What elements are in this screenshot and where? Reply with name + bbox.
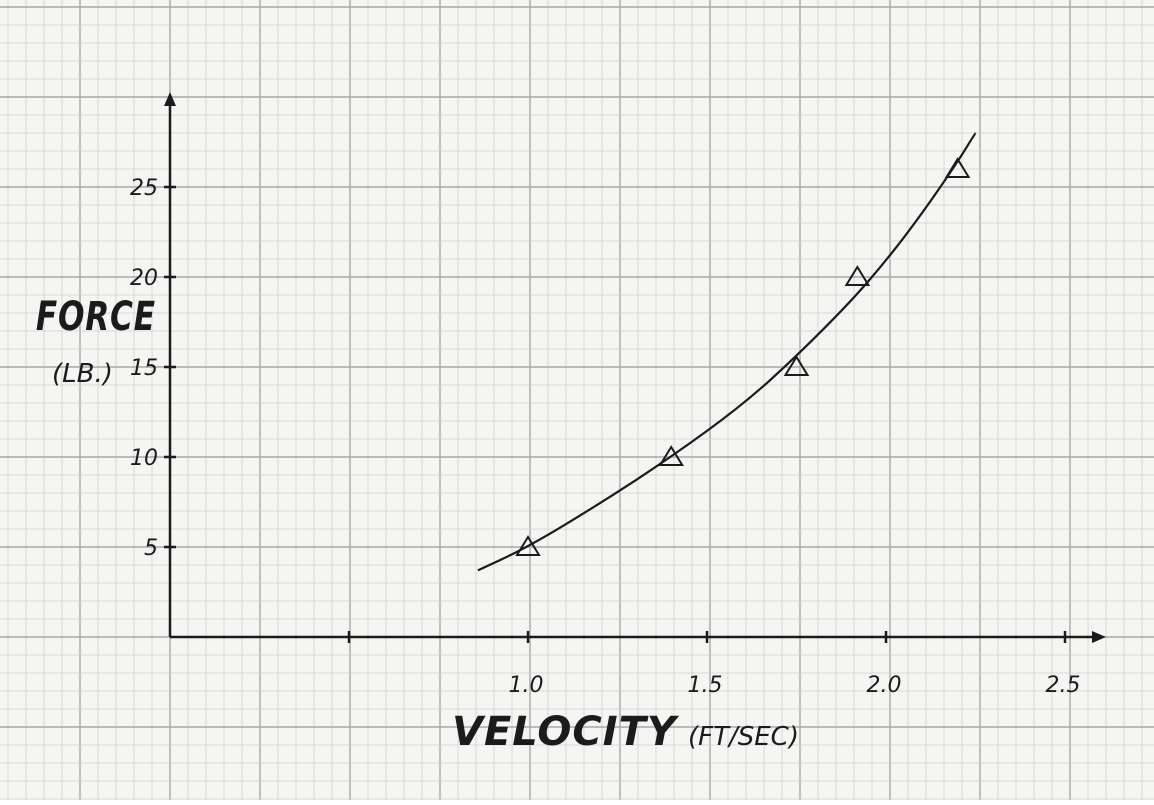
x-tick-label: 2.0 bbox=[867, 673, 902, 698]
y-tick-label: 10 bbox=[130, 446, 158, 471]
x-axis-unit: (FT/SEC) bbox=[688, 722, 799, 752]
data-point-triangle bbox=[844, 265, 871, 286]
x-tick-label: 1.0 bbox=[509, 673, 544, 698]
y-axis-arrow bbox=[164, 92, 176, 106]
y-axis-title: FORCE bbox=[36, 294, 156, 340]
data-point-triangle bbox=[515, 535, 541, 556]
data-points bbox=[515, 157, 971, 556]
y-tick-label: 20 bbox=[130, 266, 158, 291]
x-axis-arrow bbox=[1092, 631, 1106, 643]
data-point-triangle bbox=[783, 355, 810, 376]
x-tick-label: 1.5 bbox=[688, 673, 723, 698]
fit-curve-group bbox=[477, 131, 977, 572]
y-tick-label: 25 bbox=[130, 176, 158, 201]
y-axis-unit: (LB.) bbox=[52, 359, 113, 389]
y-tick-label: 5 bbox=[144, 536, 158, 561]
y-tick-label: 15 bbox=[130, 356, 158, 381]
data-point-triangle bbox=[658, 445, 684, 466]
data-point-triangle bbox=[944, 157, 971, 178]
x-tick-label: 2.5 bbox=[1046, 673, 1081, 698]
ticks: 1.0 1.5 2.0 2.5 5 10 15 20 25 bbox=[130, 176, 1081, 698]
fit-curve bbox=[477, 131, 977, 572]
x-axis-title: VELOCITY bbox=[452, 709, 680, 755]
